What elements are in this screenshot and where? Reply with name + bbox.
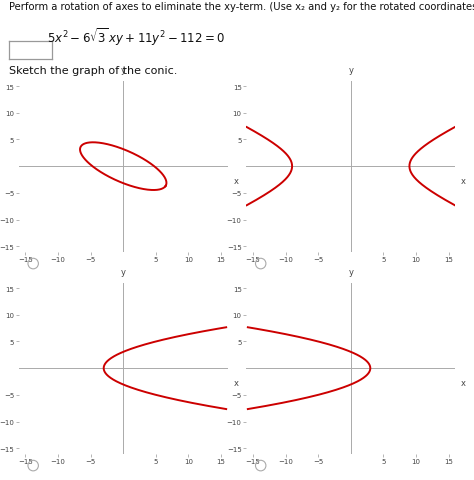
X-axis label: x: x (233, 177, 238, 186)
Text: $5x^2 - 6\sqrt{3}\,xy + 11y^2 - 112 = 0$: $5x^2 - 6\sqrt{3}\,xy + 11y^2 - 112 = 0$ (47, 26, 225, 48)
Y-axis label: y: y (348, 66, 353, 75)
Text: Perform a rotation of axes to eliminate the xy-term. (Use x₂ and y₂ for the rota: Perform a rotation of axes to eliminate … (9, 2, 474, 12)
Text: Sketch the graph of the conic.: Sketch the graph of the conic. (9, 66, 178, 76)
Y-axis label: y: y (348, 267, 353, 276)
Y-axis label: y: y (121, 66, 126, 75)
X-axis label: x: x (461, 379, 466, 388)
X-axis label: x: x (233, 379, 238, 388)
X-axis label: x: x (461, 177, 466, 186)
Y-axis label: y: y (121, 267, 126, 276)
